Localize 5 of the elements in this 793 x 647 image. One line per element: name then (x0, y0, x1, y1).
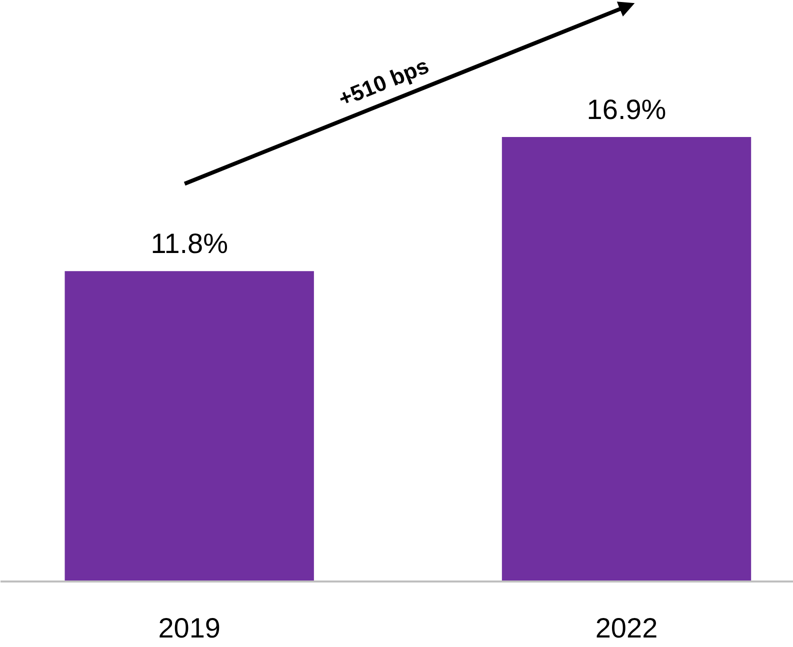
text: +510 bps (334, 52, 432, 112)
x-tick-label: 2019 (158, 612, 221, 644)
data-label: 11.8% (150, 228, 228, 260)
x-tick-label: 2022 (595, 612, 658, 644)
data-label: 16.9% (586, 94, 666, 125)
